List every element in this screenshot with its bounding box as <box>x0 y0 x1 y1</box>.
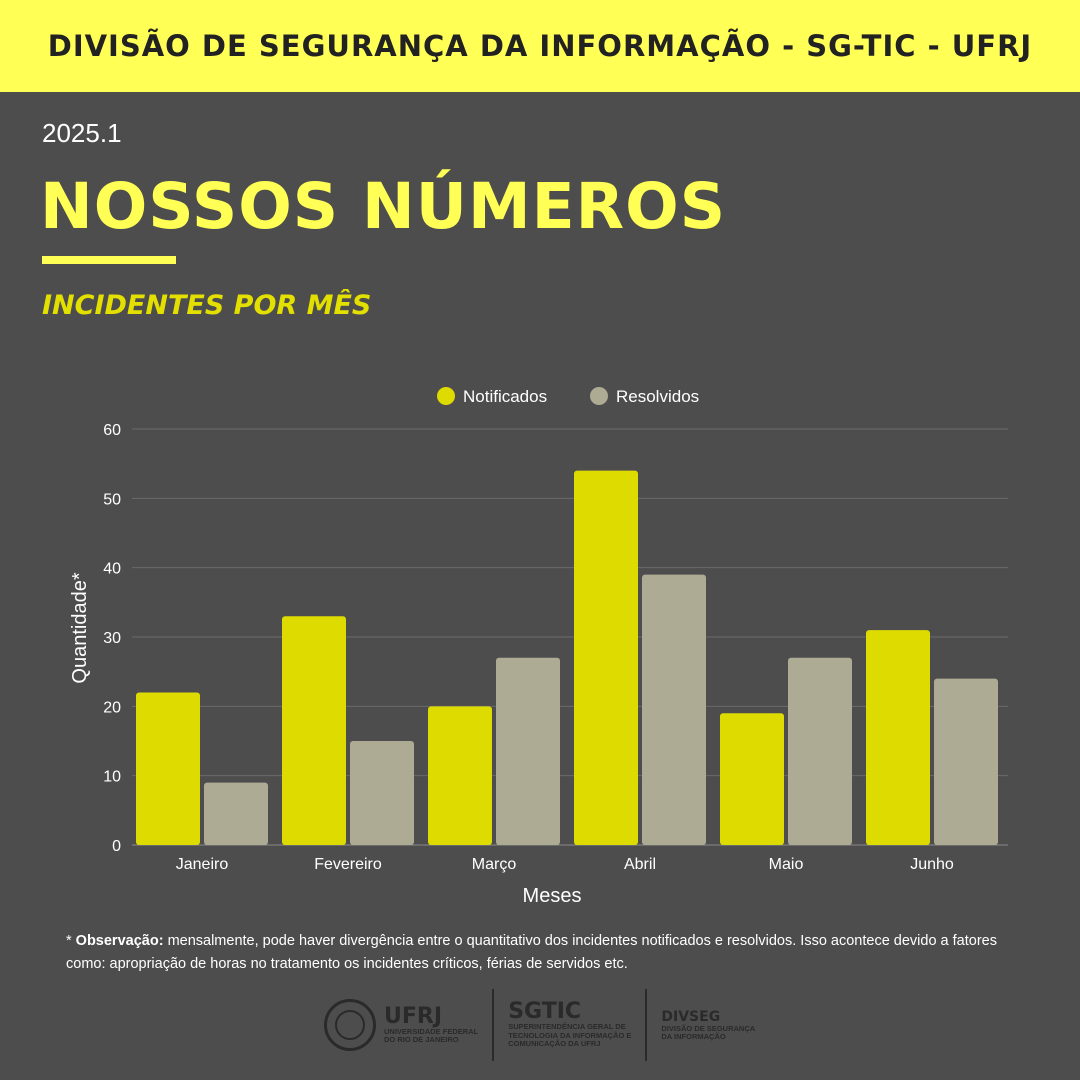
bar-resolvidos-fevereiro <box>350 741 414 845</box>
y-tick-label: 20 <box>103 699 121 716</box>
y-tick-label: 40 <box>103 561 121 578</box>
ufrj-line1: UNIVERSIDADE FEDERAL <box>384 1026 479 1036</box>
bar-notificados-março <box>428 706 492 845</box>
x-tick-label: Maio <box>769 856 804 873</box>
x-tick-label: Janeiro <box>176 856 229 873</box>
sgtic-line2: TECNOLOGIA DA INFORMAÇÃO E <box>508 1030 632 1040</box>
logo-divider <box>645 989 648 1061</box>
x-tick-label: Abril <box>624 856 656 873</box>
x-tick-label: Março <box>472 856 517 873</box>
sgtic-line3: COMUNICAÇÃO DA UFRJ <box>508 1039 601 1049</box>
chart-subheading: INCIDENTES POR MÊS <box>42 290 372 321</box>
y-tick-label: 0 <box>112 838 121 855</box>
footnote: * Observação: mensalmente, pode haver di… <box>66 933 997 972</box>
bar-resolvidos-junho <box>934 678 998 845</box>
y-tick-label: 60 <box>103 422 121 439</box>
sgtic-name: SGTIC <box>508 999 582 1025</box>
ufrj-line2: DO RIO DE JANEIRO <box>384 1035 459 1044</box>
headline: NOSSOS NÚMEROS <box>40 170 727 243</box>
legend-label-notificados: Notificados <box>463 387 547 406</box>
y-tick-label: 10 <box>103 769 121 786</box>
x-axis-label: Meses <box>523 885 582 907</box>
bar-notificados-maio <box>720 713 784 845</box>
legend-swatch-notificados <box>437 387 455 405</box>
bar-notificados-junho <box>866 630 930 845</box>
bar-resolvidos-janeiro <box>204 782 268 845</box>
x-tick-label: Junho <box>910 856 954 873</box>
headline-underline <box>42 256 176 264</box>
footnote-text: mensalmente, pode haver divergência entr… <box>66 933 997 972</box>
bar-resolvidos-março <box>496 657 560 845</box>
divseg-line2: DA INFORMAÇÃO <box>661 1032 726 1041</box>
legend-label-resolvidos: Resolvidos <box>616 387 699 406</box>
x-tick-label: Fevereiro <box>314 856 382 873</box>
divseg-name: DIVSEG <box>661 1008 721 1025</box>
header-banner: DIVISÃO DE SEGURANÇA DA INFORMAÇÃO - SG-… <box>0 0 1080 92</box>
bar-notificados-janeiro <box>136 692 200 845</box>
y-tick-label: 50 <box>103 491 121 508</box>
y-tick-label: 30 <box>103 630 121 647</box>
bar-resolvidos-abril <box>642 574 706 845</box>
footnote-label: Observação: <box>75 933 164 949</box>
divseg-line1: DIVISÃO DE SEGURANÇA <box>661 1023 756 1033</box>
logos-bar: UFRJ UNIVERSIDADE FEDERAL DO RIO DE JANE… <box>310 985 769 1065</box>
logo-divider <box>492 989 495 1061</box>
ufrj-seal-icon <box>324 999 376 1051</box>
period-label: 2025.1 <box>42 118 122 148</box>
bar-resolvidos-maio <box>788 657 852 845</box>
bar-notificados-fevereiro <box>282 616 346 845</box>
bar-notificados-abril <box>574 470 638 845</box>
legend-swatch-resolvidos <box>590 387 608 405</box>
sgtic-logo: SGTIC SUPERINTENDÊNCIA GERAL DE TECNOLOG… <box>494 989 645 1061</box>
header-title: DIVISÃO DE SEGURANÇA DA INFORMAÇÃO - SG-… <box>47 29 1033 63</box>
ufrj-logo: UFRJ UNIVERSIDADE FEDERAL DO RIO DE JANE… <box>310 989 492 1061</box>
divseg-logo: DIVSEG DIVISÃO DE SEGURANÇA DA INFORMAÇÃ… <box>647 989 769 1061</box>
ufrj-name: UFRJ <box>384 1003 443 1029</box>
sgtic-line1: SUPERINTENDÊNCIA GERAL DE <box>508 1022 626 1032</box>
y-axis-label: Quantidade* <box>69 572 91 683</box>
bar-chart: 0 10 20 30 40 50 60 Janeiro Fevereiro Março Abril M… <box>69 387 1008 907</box>
